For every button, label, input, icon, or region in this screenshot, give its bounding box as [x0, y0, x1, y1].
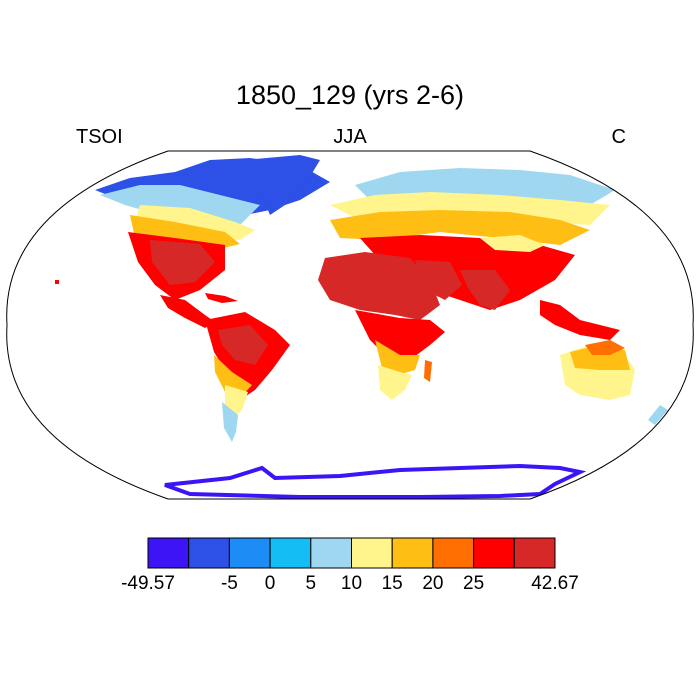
antarctica	[164, 463, 587, 499]
colorbar-swatch	[432, 537, 475, 569]
india-extreme	[460, 270, 510, 310]
africa-extreme	[318, 252, 440, 320]
eurasia-mild	[330, 192, 610, 225]
plot-title: 1850_129 (yrs 2-6)	[235, 80, 465, 110]
madagascar	[424, 360, 432, 382]
new-zealand	[648, 405, 668, 425]
north-america-extreme	[150, 240, 215, 285]
africa-mild	[378, 365, 412, 400]
caribbean-islands	[205, 293, 238, 303]
south-america-warm	[214, 355, 252, 400]
colorbar	[147, 537, 556, 569]
colorbar-tick-label: -49.57	[121, 573, 175, 594]
colorbar-swatch	[351, 537, 393, 569]
colorbar-swatch	[473, 537, 515, 569]
central-america	[160, 295, 215, 328]
map-boundary	[6, 150, 694, 500]
greenland	[245, 155, 320, 215]
colorbar-tick-label: 25	[463, 573, 485, 594]
hawaii-islands	[55, 280, 59, 284]
units-label: C	[611, 126, 626, 148]
colorbar-swatch	[391, 537, 434, 569]
colorbar-tick-label: 15	[381, 573, 403, 594]
colorbar-swatch	[310, 537, 352, 569]
variable-label: TSOI	[76, 126, 123, 148]
colorbar-tick-label: 20	[422, 573, 444, 594]
colorbar-tick-label: 5	[305, 573, 317, 594]
season-label: JJA	[333, 126, 367, 148]
north-america-cool	[100, 185, 260, 225]
south-america-extreme	[218, 325, 268, 365]
australia-hot	[585, 340, 625, 355]
se-asia-islands	[540, 300, 620, 340]
colorbar-swatch	[269, 537, 312, 569]
south-america-cool	[222, 402, 238, 442]
colorbar-swatch	[228, 537, 271, 569]
land-layer	[55, 155, 668, 499]
africa-hot	[355, 310, 445, 360]
tibet-mild	[480, 235, 545, 252]
colorbar-tick-label: -5	[220, 573, 238, 594]
africa-warm	[375, 340, 420, 375]
colorbar-swatch	[513, 537, 556, 569]
colorbar-tick-label: 42.67	[531, 573, 579, 594]
colorbar-swatch	[147, 537, 190, 569]
colorbar-tick-label: 10	[340, 573, 363, 594]
colorbar-swatch	[188, 537, 230, 569]
eurasia-cold	[355, 168, 615, 205]
colorbar-tick-label: 0	[264, 573, 276, 594]
